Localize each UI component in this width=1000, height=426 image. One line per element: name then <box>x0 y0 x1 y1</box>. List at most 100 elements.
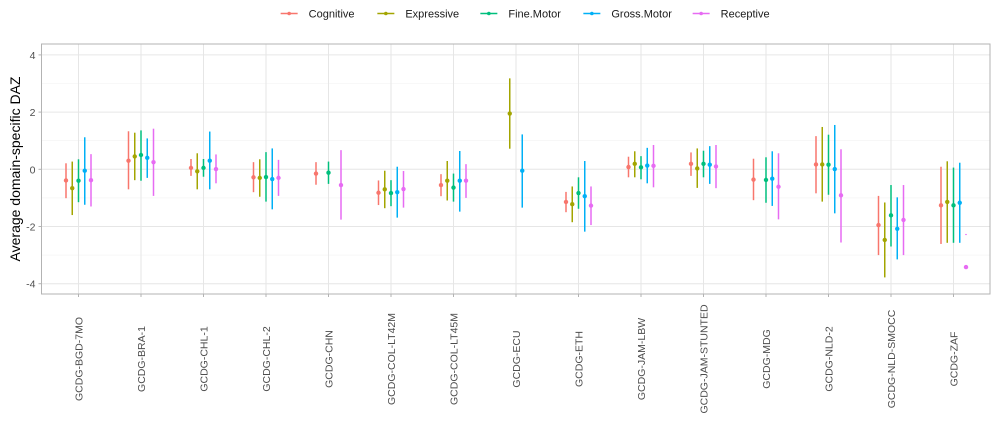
data-point <box>438 182 444 188</box>
data-point <box>388 190 394 196</box>
data-point <box>651 163 656 169</box>
y-tick-label: 4 <box>30 50 36 62</box>
x-tick-label: GCDG-CHN <box>324 330 336 388</box>
data-point <box>645 163 650 168</box>
data-point <box>138 152 144 158</box>
data-point <box>876 222 881 228</box>
data-point <box>270 176 275 182</box>
data-point <box>82 168 87 173</box>
x-tick-label: GCDG-NLD-2 <box>824 326 836 391</box>
series-expressive <box>70 78 950 278</box>
legend-key-point <box>699 11 703 16</box>
data-point <box>776 184 781 189</box>
x-axis: GCDG-BGD-7MO GCDG-BRA-1 GCDG-CHL-1 GCDG-CHL… <box>74 294 961 414</box>
data-point <box>632 161 637 167</box>
x-tick-label: GCDG-JAM-LBW <box>636 318 648 400</box>
data-point <box>395 189 400 195</box>
y-axis-title: Average domain-specific DAZ <box>7 76 23 261</box>
x-tick-label: GCDG-ZAF <box>949 332 961 387</box>
data-marks <box>63 78 969 278</box>
data-point <box>63 178 69 183</box>
series-cognitive <box>63 131 944 256</box>
legend-item-receptive: Receptive <box>692 9 770 21</box>
x-tick-label: GCDG-CHL-1 <box>199 326 211 391</box>
y-tick-label: -4 <box>26 279 35 291</box>
data-point <box>751 177 756 182</box>
data-point <box>195 169 200 174</box>
data-point <box>588 203 594 208</box>
y-tick-label: 0 <box>30 164 36 176</box>
series-receptive <box>88 128 969 270</box>
data-point <box>251 175 256 180</box>
data-point <box>763 177 769 183</box>
data-point <box>695 166 700 171</box>
data-point <box>151 159 156 165</box>
data-point <box>257 175 262 181</box>
data-point <box>276 175 281 181</box>
data-point <box>713 164 719 169</box>
data-point <box>445 178 450 183</box>
x-tick-label: GCDG-JAM-STUNTED <box>699 304 711 413</box>
data-point <box>882 237 887 243</box>
legend-label: Fine.Motor <box>508 9 561 21</box>
x-tick-label: GCDG-BRA-1 <box>136 326 148 392</box>
data-point <box>820 162 825 167</box>
data-point <box>88 177 94 183</box>
legend-label: Cognitive <box>309 9 355 21</box>
data-point <box>813 162 819 167</box>
data-point <box>832 166 837 172</box>
data-point <box>313 171 319 176</box>
legend-item-cognitive: Cognitive <box>280 9 355 21</box>
y-tick-label: 2 <box>30 107 36 119</box>
x-tick-label: GCDG-COL-LT42M <box>386 313 398 405</box>
data-point <box>76 178 81 183</box>
legend-key-point <box>590 11 594 16</box>
legend-key-point <box>287 11 291 16</box>
data-point <box>376 190 381 195</box>
data-point <box>570 201 575 207</box>
data-point <box>451 185 456 190</box>
x-tick-label: GCDG-NLD-SMOCC <box>886 309 898 408</box>
series-fine-motor <box>76 130 956 247</box>
data-point <box>263 174 269 180</box>
data-point <box>126 158 131 163</box>
data-point <box>626 164 631 170</box>
data-point <box>188 165 194 171</box>
data-point <box>963 264 969 270</box>
data-point <box>507 111 512 116</box>
data-point <box>70 185 75 191</box>
data-point <box>201 165 206 171</box>
data-point <box>888 213 894 218</box>
data-point <box>951 203 956 208</box>
data-point <box>382 187 387 192</box>
legend-item-expressive: Expressive <box>377 9 459 21</box>
data-point <box>213 166 219 172</box>
legend-label: Receptive <box>721 9 770 21</box>
legend-key-point <box>384 11 388 16</box>
data-point <box>457 178 462 183</box>
data-point <box>563 199 569 205</box>
legend-key-point <box>487 11 491 16</box>
data-point <box>638 165 644 170</box>
x-tick-label: GCDG-ECU <box>511 330 523 387</box>
data-point <box>132 154 137 159</box>
data-point <box>338 182 344 188</box>
data-point <box>957 200 962 205</box>
legend-item-gross-motor: Gross.Motor <box>583 9 672 21</box>
y-axis: -4 -2 0 2 4 <box>26 50 42 291</box>
data-point <box>520 168 525 173</box>
data-point <box>401 186 406 192</box>
x-tick-label: GCDG-BGD-7MO <box>74 317 86 401</box>
data-point <box>707 162 712 167</box>
data-point <box>770 176 775 181</box>
x-tick-label: GCDG-MDG <box>761 329 773 389</box>
series-gross-motor <box>82 124 962 260</box>
data-point <box>838 193 844 198</box>
data-point <box>701 161 706 167</box>
legend: Cognitive Expressive Fine.Motor Gross.Motor… <box>280 9 770 21</box>
legend-item-fine-motor: Fine.Motor <box>480 9 561 21</box>
data-point <box>326 170 331 175</box>
data-point <box>895 226 900 231</box>
data-point <box>576 190 581 196</box>
